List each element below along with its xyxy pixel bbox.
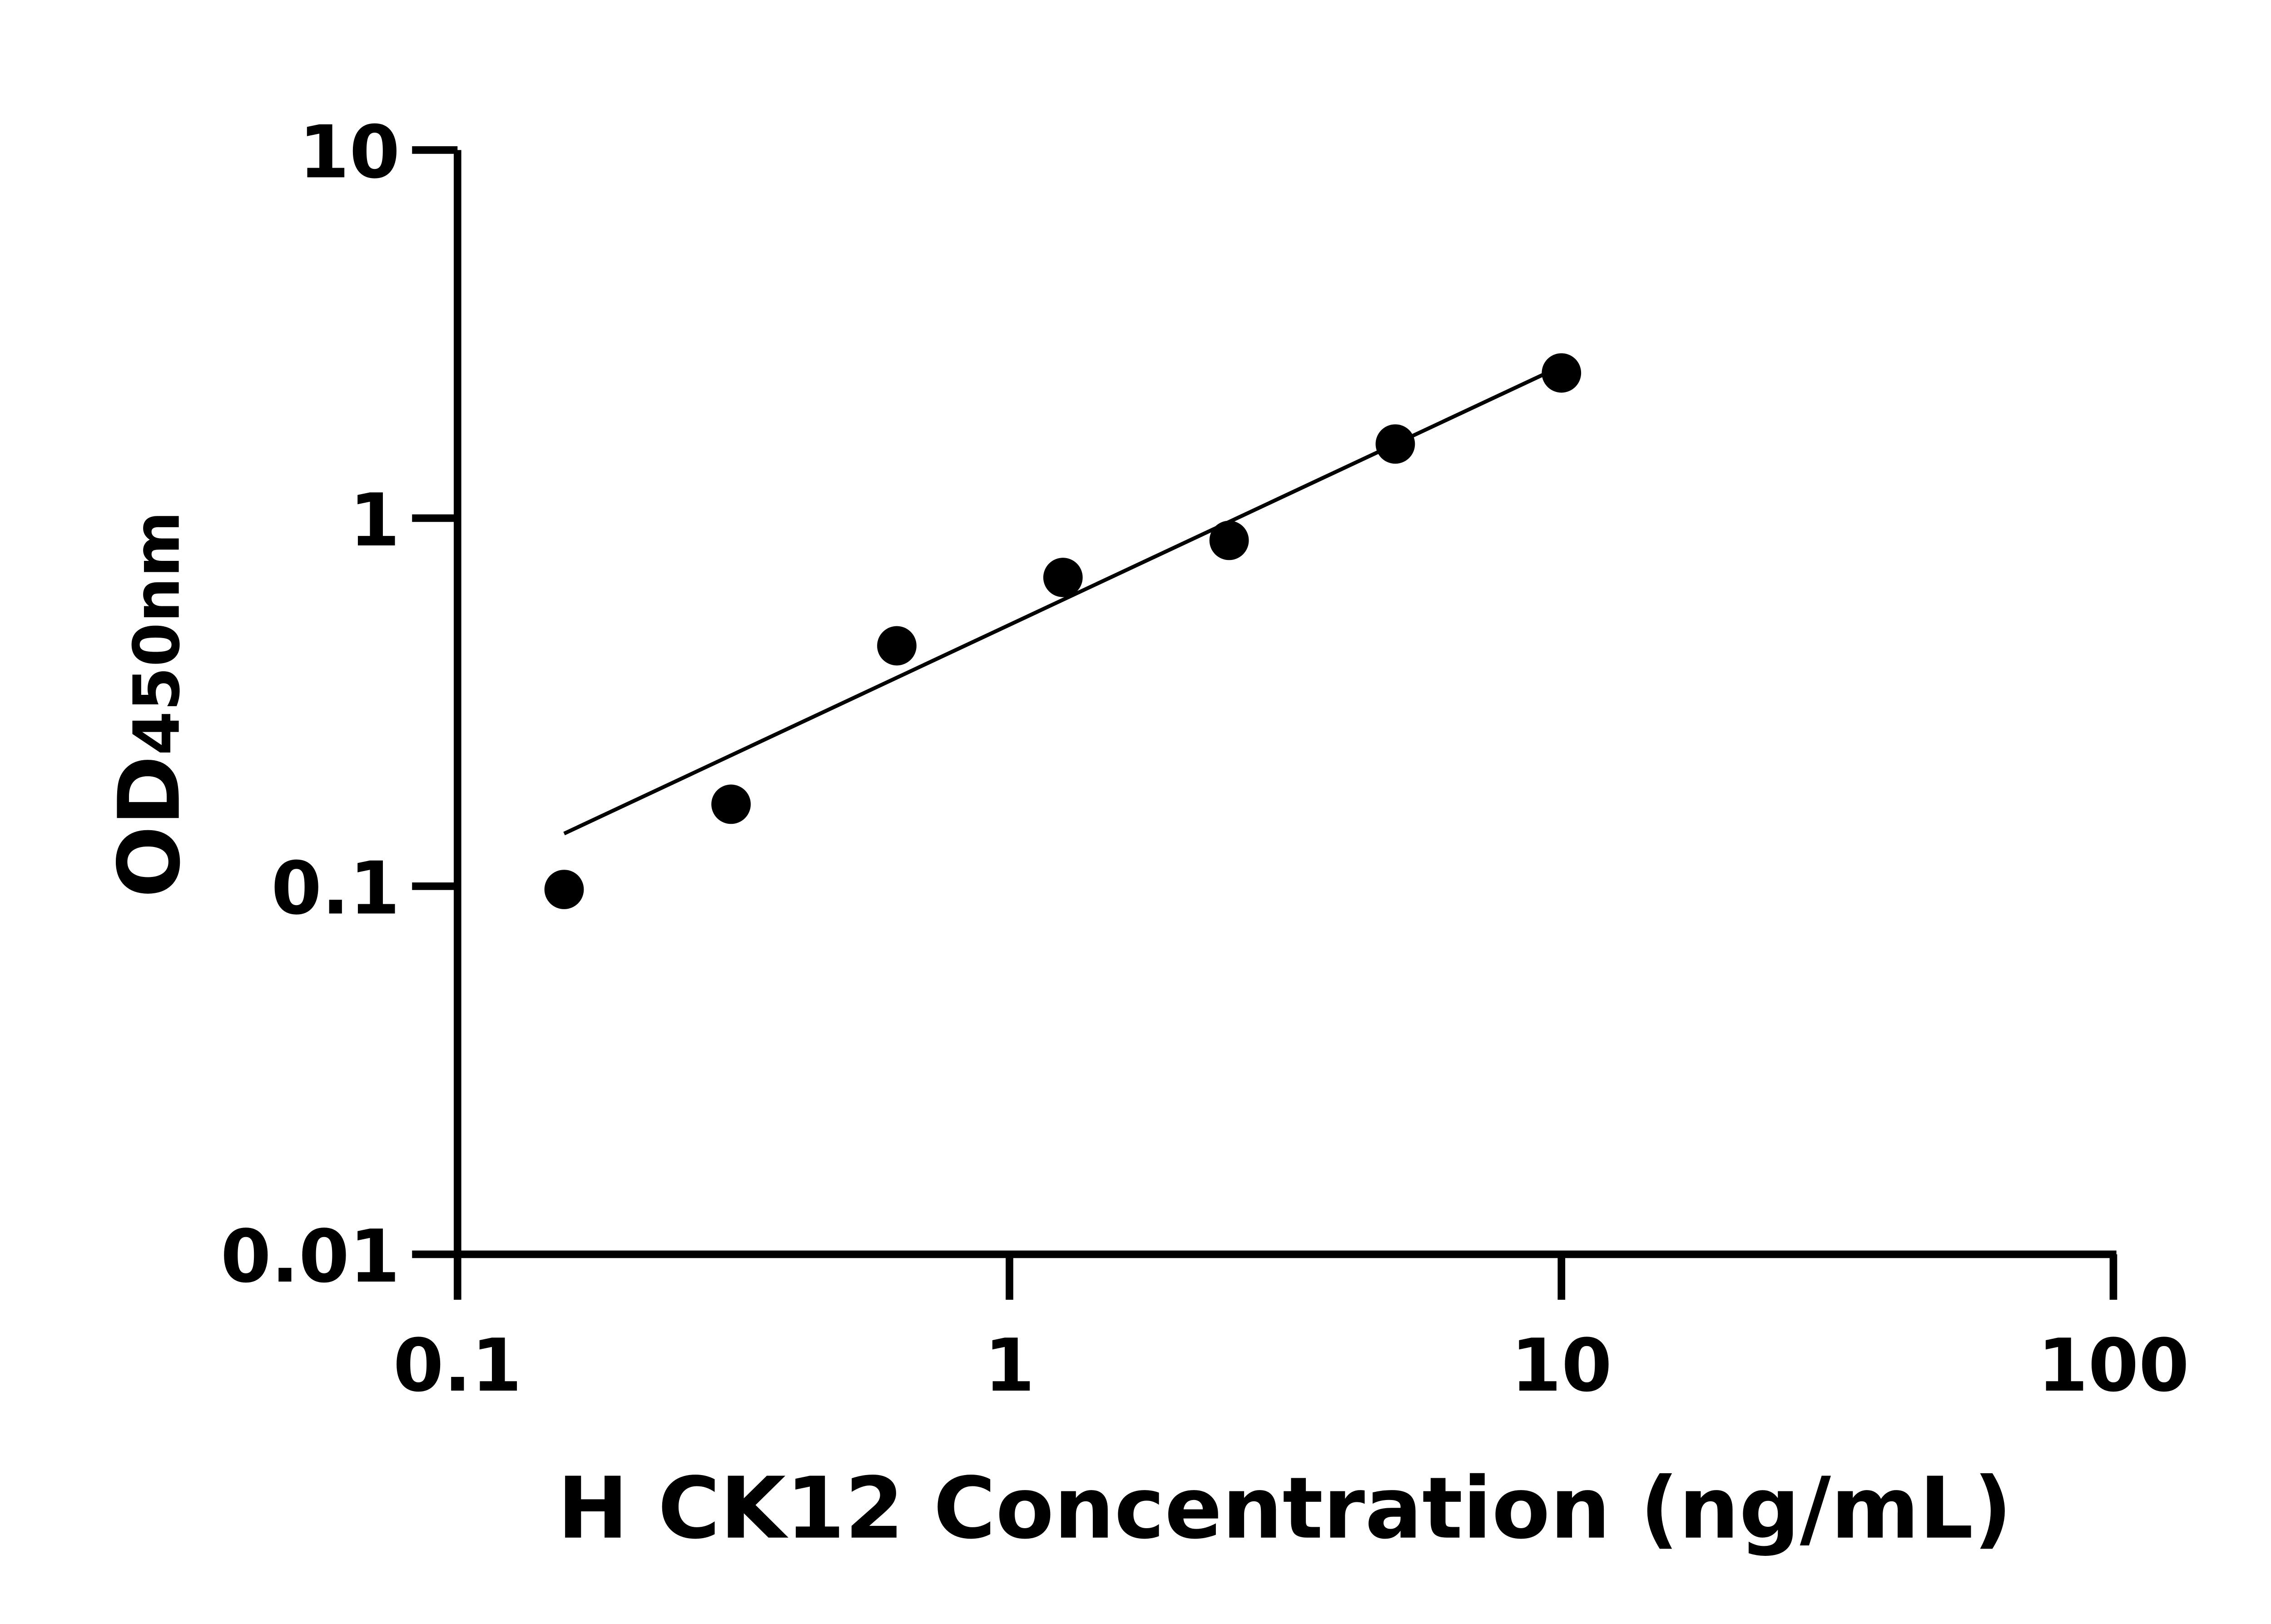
x-tick-label: 1 <box>984 1323 1035 1408</box>
y-axis-label-main: OD <box>101 755 199 898</box>
y-axis-label: OD450nm <box>101 511 199 898</box>
data-point <box>1542 353 1582 393</box>
x-axis-label: H CK12 Concentration (ng/mL) <box>557 1460 2012 1558</box>
y-tick-label: 0.01 <box>221 1214 400 1299</box>
y-axis-label-sub: 450nm <box>120 511 194 755</box>
y-tick-label: 1 <box>349 478 400 563</box>
data-point <box>1209 520 1249 560</box>
ticks: 0.1 1 10 100 0.01 0.1 1 10 <box>221 109 2190 1408</box>
y-tick-label: 0.1 <box>271 846 400 931</box>
marks <box>544 353 1582 909</box>
axes <box>453 150 2117 1258</box>
y-tick-label: 10 <box>299 109 400 194</box>
x-tick-label: 0.1 <box>393 1323 522 1408</box>
data-point <box>1043 558 1083 597</box>
data-point <box>1375 424 1415 464</box>
x-tick-label: 100 <box>2038 1323 2189 1408</box>
data-point <box>877 626 917 666</box>
data-point <box>711 784 751 824</box>
x-tick-label: 10 <box>1511 1323 1612 1408</box>
data-point <box>544 870 584 909</box>
